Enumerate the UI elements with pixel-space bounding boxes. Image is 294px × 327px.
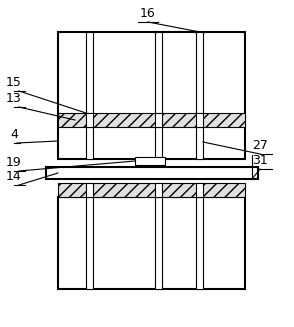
Bar bbox=[196, 183, 203, 197]
Bar bbox=[155, 183, 162, 197]
Bar bbox=[86, 32, 93, 113]
Bar bbox=[155, 127, 162, 159]
Text: 13: 13 bbox=[6, 92, 22, 105]
Text: 27: 27 bbox=[252, 139, 268, 152]
Bar bbox=[58, 183, 245, 197]
Bar bbox=[155, 197, 162, 289]
Bar bbox=[155, 32, 162, 113]
Text: 16: 16 bbox=[140, 7, 156, 20]
Bar bbox=[86, 183, 93, 197]
Bar bbox=[58, 197, 245, 289]
Bar bbox=[155, 113, 162, 127]
Bar bbox=[196, 127, 203, 159]
Text: 14: 14 bbox=[6, 170, 22, 183]
Text: 15: 15 bbox=[6, 76, 22, 89]
Bar bbox=[135, 157, 165, 165]
Text: 31: 31 bbox=[252, 154, 268, 167]
Bar bbox=[86, 113, 93, 127]
Bar bbox=[86, 127, 93, 159]
Bar bbox=[46, 167, 258, 179]
Bar bbox=[196, 32, 203, 113]
Text: 19: 19 bbox=[6, 156, 22, 169]
Bar bbox=[86, 197, 93, 289]
Bar bbox=[196, 197, 203, 289]
Text: 4: 4 bbox=[10, 128, 18, 141]
Bar bbox=[58, 113, 245, 127]
Bar bbox=[196, 113, 203, 127]
Bar bbox=[58, 32, 245, 159]
